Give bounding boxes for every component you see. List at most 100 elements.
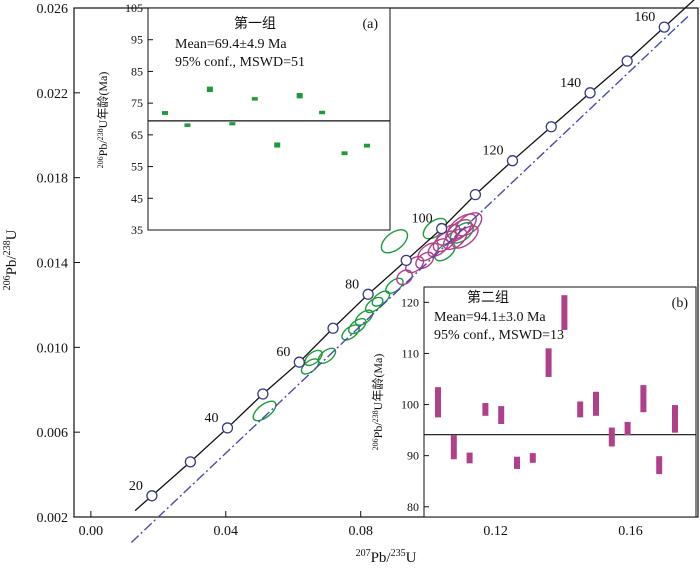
concordia-age-label: 160 — [634, 10, 655, 25]
inset-a-frame — [147, 7, 391, 231]
y-tick-label: 0.022 — [37, 87, 69, 102]
concordia-age-marker — [400, 254, 412, 267]
age-error-bar — [529, 453, 536, 463]
inset-a-title: 第一组 — [234, 15, 276, 32]
inset-a-ylabel-part-2: U年龄(Ma) — [96, 72, 110, 129]
y-label-sup-2: 238 — [2, 240, 13, 255]
x-label-part-1: Pb/ — [371, 550, 392, 566]
concordia-age-label: 60 — [276, 345, 290, 360]
age-error-bar — [608, 427, 615, 447]
group-1-error-ellipse — [354, 309, 374, 326]
concordia-age-marker — [545, 121, 557, 133]
concordia-age-marker — [469, 188, 482, 201]
x-label-sup-2: 235 — [391, 548, 406, 559]
inset-a-mean-text: Mean=69.4±4.9 Ma — [175, 37, 287, 52]
inset-y-tick-label: 65 — [131, 128, 143, 142]
inset-a-panel-label: (a) — [362, 17, 378, 32]
inset-y-tick-label: 80 — [407, 500, 419, 514]
group-2-error-ellipse — [442, 228, 468, 251]
inset-b-ylabel-part-1: Pb/ — [371, 422, 385, 439]
concordia-age-marker — [293, 356, 305, 368]
inset-b-title: 第二组 — [467, 289, 509, 306]
inset-b-age-bars — [435, 295, 678, 475]
inset-a-ylabel-sup-2: 238 — [96, 128, 105, 140]
inset-b-frame — [423, 286, 697, 518]
age-error-bar — [656, 456, 663, 475]
main-ellipses — [252, 212, 483, 422]
inset-y-tick-label: 110 — [401, 346, 419, 360]
concordia-age-marker — [257, 388, 269, 400]
concordia-age-label: 140 — [560, 76, 581, 91]
group-1-error-ellipse — [380, 229, 409, 254]
main-x-axis-label: 207Pb/235U — [356, 548, 417, 566]
concordia-age-marker — [506, 155, 519, 167]
age-error-bar — [498, 406, 505, 424]
age-error-bar — [296, 92, 303, 99]
group-1-error-ellipse — [317, 347, 337, 365]
y-label-sup-1: 206 — [2, 275, 13, 290]
concordia-age-marker — [184, 456, 197, 468]
inset-y-tick-label: 75 — [131, 96, 143, 110]
y-tick-label: 0.010 — [37, 341, 69, 356]
y-label-part-2: U — [4, 229, 20, 240]
y-tick-label: 0.018 — [37, 172, 69, 187]
x-tick-label: 0.00 — [79, 524, 104, 539]
age-error-bar — [206, 86, 213, 93]
age-error-bar — [364, 143, 370, 148]
age-error-bar — [624, 421, 631, 436]
inset-b-mean-text: Mean=94.1±3.0 Ma — [434, 310, 546, 325]
main-y-axis: 0.002 0.006 0.010 0.014 0.018 0.022 0.026 — [37, 2, 80, 526]
inset-y-tick-label: 95 — [131, 33, 143, 47]
inset-y-tick-label: 35 — [131, 223, 143, 237]
concordia-age-marker — [658, 21, 670, 33]
inset-a-ylabel-part-1: Pb/ — [96, 140, 110, 157]
age-error-bar — [466, 452, 473, 464]
age-error-bar — [593, 391, 599, 416]
main-y-axis-label: 206Pb/238U — [2, 229, 20, 290]
y-tick-label: 0.026 — [37, 2, 69, 17]
concordia-age-markers: 20 40 60 80 100 120 140 160 — [129, 10, 670, 502]
inset-b-y-axis-label: 206Pb/238U年龄(Ma) — [371, 354, 385, 451]
age-error-bar — [184, 123, 191, 127]
age-error-bar — [640, 385, 647, 413]
inset-y-tick-label: 105 — [125, 1, 143, 15]
y-tick-label: 0.006 — [37, 426, 69, 441]
x-tick-label: 0.16 — [618, 524, 643, 539]
concordia-age-marker — [362, 288, 374, 300]
group-2-error-ellipse — [446, 213, 477, 240]
group-1-error-ellipse — [348, 317, 367, 335]
age-error-bar — [514, 456, 520, 469]
age-error-bar — [435, 387, 441, 418]
age-error-bar — [162, 111, 168, 115]
x-tick-label: 0.04 — [214, 524, 239, 539]
x-label-part-2: U — [406, 550, 417, 566]
age-error-bar — [482, 403, 489, 416]
concordia-age-marker — [327, 322, 339, 334]
group-1-error-ellipse — [341, 324, 360, 341]
inset-y-tick-label: 100 — [401, 398, 419, 412]
inset-a-y-axis-label: 206Pb/238U年龄(Ma) — [96, 72, 110, 169]
y-tick-label: 0.014 — [37, 257, 69, 272]
inset-y-tick-label: 45 — [131, 191, 143, 205]
age-error-bar — [251, 97, 258, 101]
group-1-error-ellipse — [304, 349, 323, 367]
concordia-age-label: 20 — [129, 479, 143, 494]
group-1-error-ellipse — [252, 400, 277, 422]
inset-y-tick-label: 55 — [131, 160, 143, 174]
inset-panel-b: 80 90 100 110 120 第二组 (b) Mean=94.1±3.0 Ma 9… — [371, 286, 697, 518]
y-tick-label: 0.002 — [37, 511, 69, 526]
inset-y-tick-label: 90 — [407, 449, 419, 463]
inset-b-conf-text: 95% conf., MSWD=13 — [434, 328, 564, 343]
inset-y-tick-label: 85 — [131, 64, 143, 78]
inset-b-panel-label: (b) — [672, 296, 689, 311]
inset-b-ylabel-sup-2: 238 — [371, 410, 380, 422]
concordia-age-marker — [221, 422, 234, 434]
age-error-bar — [274, 142, 281, 148]
age-error-bar — [319, 110, 326, 115]
group-1-error-ellipse — [434, 242, 456, 262]
group-2-error-ellipse — [415, 251, 435, 270]
age-error-bar — [577, 401, 584, 418]
concordia-age-label: 120 — [482, 144, 503, 159]
inset-a-ylabel-sup-1: 206 — [96, 156, 105, 168]
